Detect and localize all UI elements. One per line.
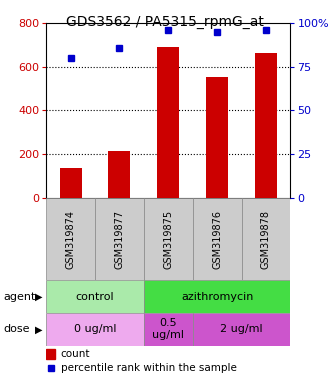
Bar <box>109 151 130 198</box>
Text: 0.5
ug/ml: 0.5 ug/ml <box>152 318 184 340</box>
Text: GSM319878: GSM319878 <box>261 210 271 268</box>
Bar <box>46 349 55 359</box>
Bar <box>46 198 95 280</box>
Bar <box>193 313 290 346</box>
Text: ▶: ▶ <box>35 324 43 334</box>
Bar <box>157 46 179 198</box>
Bar <box>144 198 193 280</box>
Bar <box>255 53 277 198</box>
Text: GDS3562 / PA5315_rpmG_at: GDS3562 / PA5315_rpmG_at <box>66 15 264 29</box>
Bar <box>206 77 228 198</box>
Bar <box>193 198 242 280</box>
Bar <box>95 198 144 280</box>
Text: agent: agent <box>3 291 36 302</box>
Text: azithromycin: azithromycin <box>181 291 253 302</box>
Bar <box>46 280 144 313</box>
Text: 0 ug/ml: 0 ug/ml <box>74 324 116 334</box>
Text: dose: dose <box>3 324 30 334</box>
Bar <box>144 280 290 313</box>
Text: GSM319876: GSM319876 <box>212 210 222 268</box>
Bar <box>144 313 193 346</box>
Bar <box>60 168 82 198</box>
Text: percentile rank within the sample: percentile rank within the sample <box>61 363 237 373</box>
Text: ▶: ▶ <box>35 291 43 302</box>
Text: GSM319875: GSM319875 <box>163 210 173 268</box>
Text: 2 ug/ml: 2 ug/ml <box>220 324 263 334</box>
Bar <box>46 313 144 346</box>
Text: GSM319877: GSM319877 <box>115 210 124 268</box>
Bar <box>242 198 290 280</box>
Text: GSM319874: GSM319874 <box>66 210 76 268</box>
Text: control: control <box>76 291 115 302</box>
Text: count: count <box>61 349 90 359</box>
